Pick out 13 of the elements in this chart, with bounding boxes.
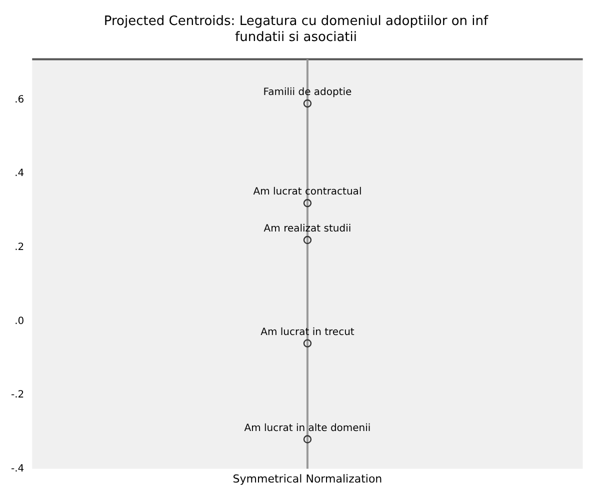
chart-title: Projected Centroids: Legatura cu domeniul adoptiilor on inf fundatii si asociatii: [104, 14, 489, 45]
y-tick-label: -.2: [10, 390, 24, 401]
y-tick-label: -.4: [10, 463, 24, 474]
y-tick-label: .6: [14, 94, 24, 106]
annotation: Am realizat studii: [264, 224, 352, 235]
annotation: Am lucrat in alte domenii: [244, 422, 371, 434]
annotation: Am lucrat contractual: [253, 186, 362, 198]
y-tick-label: .0: [14, 316, 24, 327]
annotation: Familii de adoptie: [263, 87, 352, 98]
y-tick-label: .4: [14, 168, 24, 180]
y-tick-label: .2: [14, 242, 24, 253]
x-axis-title: Symmetrical Normalization: [232, 472, 382, 486]
annotation: Am lucrat in trecut: [260, 326, 354, 338]
